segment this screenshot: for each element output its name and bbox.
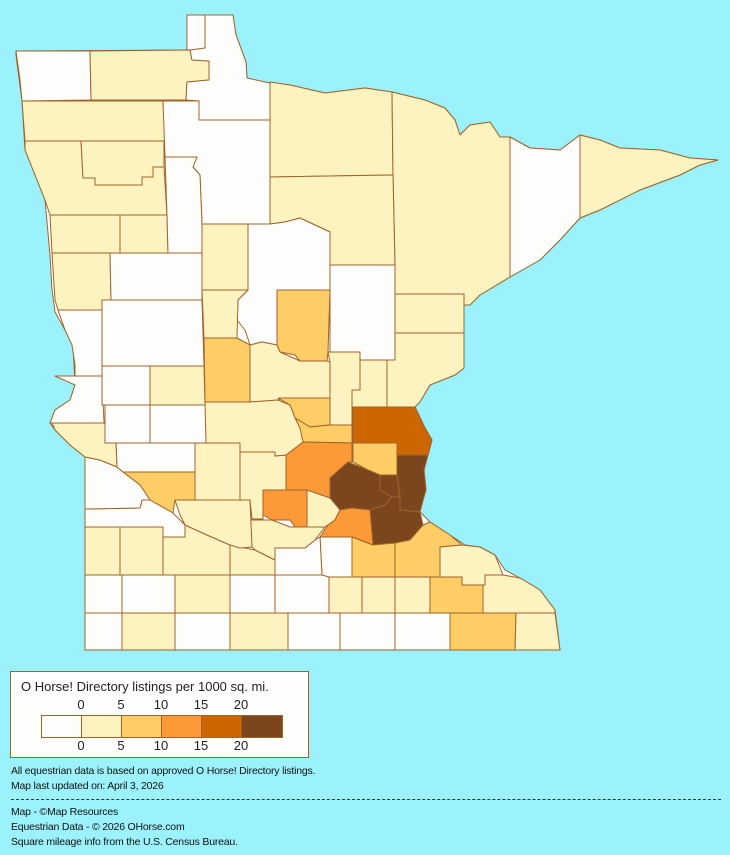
county bbox=[80, 140, 165, 186]
data-source-note: All equestrian data is based on approved… bbox=[11, 765, 316, 777]
county bbox=[509, 134, 581, 278]
county bbox=[119, 214, 169, 254]
county bbox=[104, 404, 151, 444]
county bbox=[174, 499, 253, 549]
county bbox=[149, 365, 207, 406]
county bbox=[249, 519, 326, 561]
map-credit: Map - ©Map Resources bbox=[11, 806, 119, 818]
legend-tick: 15 bbox=[193, 697, 209, 712]
county bbox=[121, 612, 176, 651]
county bbox=[101, 299, 205, 367]
county bbox=[328, 576, 363, 614]
county bbox=[21, 100, 166, 142]
county bbox=[174, 612, 231, 651]
legend-tick: 10 bbox=[153, 738, 169, 753]
county bbox=[174, 574, 231, 614]
county bbox=[361, 576, 396, 614]
legend-tick: 20 bbox=[233, 738, 249, 753]
legend-tick: 15 bbox=[193, 738, 209, 753]
divider bbox=[11, 799, 721, 800]
legend-swatch bbox=[162, 716, 202, 737]
county bbox=[394, 612, 451, 651]
county bbox=[396, 454, 429, 513]
county bbox=[194, 442, 241, 501]
legend-swatch bbox=[122, 716, 162, 737]
county bbox=[386, 332, 465, 408]
county bbox=[49, 214, 121, 254]
county bbox=[204, 399, 304, 457]
county bbox=[449, 612, 517, 651]
legend-tick: 5 bbox=[117, 738, 125, 753]
county bbox=[201, 289, 249, 339]
county bbox=[49, 375, 105, 424]
census-credit: Square mileage info from the U.S. Census… bbox=[11, 836, 238, 848]
county bbox=[201, 223, 249, 291]
county bbox=[276, 289, 331, 362]
legend-tick: 0 bbox=[77, 697, 85, 712]
county bbox=[57, 309, 103, 377]
county bbox=[229, 574, 276, 614]
legend-swatches bbox=[41, 715, 283, 738]
county bbox=[84, 526, 121, 576]
county bbox=[115, 442, 196, 473]
legend-swatch bbox=[82, 716, 122, 737]
county bbox=[329, 264, 396, 361]
legend-tick: 20 bbox=[233, 697, 249, 712]
county bbox=[339, 612, 396, 651]
county bbox=[164, 156, 203, 254]
county bbox=[101, 365, 151, 406]
county bbox=[394, 576, 431, 614]
minnesota-county-map bbox=[15, 14, 719, 651]
county bbox=[51, 252, 112, 311]
county bbox=[269, 81, 394, 178]
county-layer bbox=[15, 14, 719, 651]
legend-title: O Horse! Directory listings per 1000 sq.… bbox=[21, 679, 269, 694]
county bbox=[287, 612, 341, 651]
county bbox=[229, 544, 276, 576]
last-updated-note: Map last updated on: April 3, 2026 bbox=[11, 780, 164, 792]
county bbox=[514, 612, 561, 651]
county bbox=[149, 404, 207, 444]
county bbox=[15, 50, 92, 102]
county bbox=[119, 526, 164, 576]
legend-swatch bbox=[202, 716, 242, 737]
legend-swatch bbox=[42, 716, 82, 737]
county bbox=[391, 91, 511, 306]
legend-tick: 10 bbox=[153, 697, 169, 712]
data-credit: Equestrian Data - © 2026 OHorse.com bbox=[11, 821, 185, 833]
county bbox=[319, 536, 353, 578]
county bbox=[482, 574, 556, 614]
county bbox=[394, 293, 465, 334]
county bbox=[84, 612, 123, 651]
county bbox=[274, 574, 330, 614]
county bbox=[109, 252, 203, 301]
legend: O Horse! Directory listings per 1000 sq.… bbox=[10, 671, 309, 758]
county bbox=[229, 612, 289, 651]
county bbox=[121, 574, 176, 614]
legend-tick: 0 bbox=[77, 738, 85, 753]
county bbox=[203, 337, 251, 403]
county bbox=[84, 574, 123, 614]
legend-swatch bbox=[242, 716, 282, 737]
legend-tick: 5 bbox=[117, 697, 125, 712]
county bbox=[579, 134, 719, 219]
